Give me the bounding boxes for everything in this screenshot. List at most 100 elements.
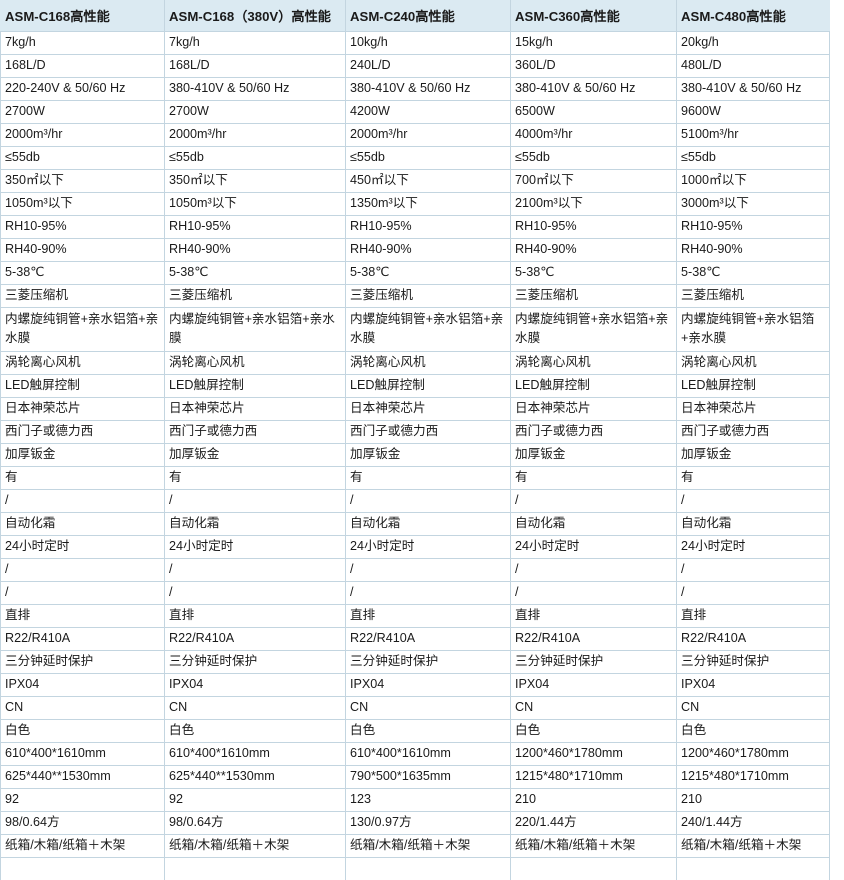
- table-cell: 610*400*1610mm: [0, 742, 165, 766]
- table-row: CN CN CN CN CN: [0, 696, 830, 720]
- table-row: 直排 直排 直排 直排 直排: [0, 604, 830, 628]
- table-cell: 220/1.44方: [510, 811, 677, 835]
- table-row: / / / / /: [0, 558, 830, 582]
- table-cell: 白色: [164, 719, 346, 743]
- table-cell: LED触屏控制: [510, 374, 677, 398]
- table-cell: 380-410V & 50/60 Hz: [510, 77, 677, 101]
- table-cell: 加厚钣金: [676, 443, 830, 467]
- table-cell: RH40-90%: [164, 238, 346, 262]
- table-row: 日本神荣芯片 日本神荣芯片 日本神荣芯片 日本神荣芯片 日本神荣芯片: [0, 397, 830, 421]
- table-cell: 4200W: [345, 100, 511, 124]
- table-cell: [676, 857, 830, 880]
- table-cell: 纸箱/木箱/纸箱＋木架: [164, 834, 346, 858]
- table-cell: ≤55db: [510, 146, 677, 170]
- table-row: [0, 857, 830, 880]
- table-cell: RH10-95%: [345, 215, 511, 239]
- table-cell: 5-38℃: [676, 261, 830, 285]
- table-cell: ≤55db: [164, 146, 346, 170]
- table-cell: 三分钟延时保护: [510, 650, 677, 674]
- column-header-asm-c360: ASM-C360高性能: [510, 0, 677, 32]
- table-cell: 7kg/h: [164, 31, 346, 55]
- table-cell: 内螺旋纯铜管+亲水铝箔+亲水膜: [676, 307, 830, 352]
- table-cell: 10kg/h: [345, 31, 511, 55]
- table-cell: RH10-95%: [676, 215, 830, 239]
- column-header-asm-c480: ASM-C480高性能: [676, 0, 830, 32]
- table-cell: 西门子或德力西: [0, 420, 165, 444]
- table-cell: ≤55db: [676, 146, 830, 170]
- table-cell: ≤55db: [0, 146, 165, 170]
- table-row: 24小时定时 24小时定时 24小时定时 24小时定时 24小时定时: [0, 535, 830, 559]
- table-cell: 98/0.64方: [0, 811, 165, 835]
- table-cell: IPX04: [0, 673, 165, 697]
- table-cell: 168L/D: [0, 54, 165, 78]
- table-cell: R22/R410A: [510, 627, 677, 651]
- table-cell: 24小时定时: [676, 535, 830, 559]
- column-header-asm-c168-380v: ASM-C168（380V）高性能: [164, 0, 346, 32]
- table-cell: RH10-95%: [164, 215, 346, 239]
- table-cell: 直排: [0, 604, 165, 628]
- table-cell: /: [676, 489, 830, 513]
- table-cell: CN: [676, 696, 830, 720]
- table-cell: 日本神荣芯片: [0, 397, 165, 421]
- table-cell: LED触屏控制: [345, 374, 511, 398]
- table-cell: 西门子或德力西: [676, 420, 830, 444]
- table-cell: 白色: [510, 719, 677, 743]
- table-cell: LED触屏控制: [164, 374, 346, 398]
- table-cell: 西门子或德力西: [510, 420, 677, 444]
- table-cell: 24小时定时: [510, 535, 677, 559]
- table-cell: 有: [676, 466, 830, 490]
- table-cell: /: [0, 558, 165, 582]
- table-row: 西门子或德力西 西门子或德力西 西门子或德力西 西门子或德力西 西门子或德力西: [0, 420, 830, 444]
- table-cell: 5-38℃: [164, 261, 346, 285]
- table-cell: CN: [0, 696, 165, 720]
- table-cell: 15kg/h: [510, 31, 677, 55]
- table-cell: IPX04: [510, 673, 677, 697]
- table-cell: 涡轮离心风机: [0, 351, 165, 375]
- table-cell: 三菱压缩机: [164, 284, 346, 308]
- table-body: 7kg/h 7kg/h 10kg/h 15kg/h 20kg/h 168L/D 168L/D…: [0, 31, 830, 880]
- table-row: 92 92 123 210 210: [0, 788, 830, 812]
- table-row: 2700W 2700W 4200W 6500W 9600W: [0, 100, 830, 124]
- table-cell: LED触屏控制: [0, 374, 165, 398]
- table-cell: 5-38℃: [510, 261, 677, 285]
- table-header: ASM-C168高性能 ASM-C168（380V）高性能 ASM-C240高性…: [0, 0, 830, 32]
- table-cell: 5-38℃: [345, 261, 511, 285]
- table-cell: 6500W: [510, 100, 677, 124]
- table-cell: /: [510, 558, 677, 582]
- table-cell: 自动化霜: [510, 512, 677, 536]
- table-cell: RH40-90%: [510, 238, 677, 262]
- table-cell: CN: [345, 696, 511, 720]
- table-cell: 三分钟延时保护: [345, 650, 511, 674]
- table-row: / / / / /: [0, 489, 830, 513]
- table-row: 三菱压缩机 三菱压缩机 三菱压缩机 三菱压缩机 三菱压缩机: [0, 284, 830, 308]
- table-cell: RH40-90%: [0, 238, 165, 262]
- table-row: IPX04 IPX04 IPX04 IPX04 IPX04: [0, 673, 830, 697]
- table-cell: /: [510, 489, 677, 513]
- table-row: 7kg/h 7kg/h 10kg/h 15kg/h 20kg/h: [0, 31, 830, 55]
- table-cell: CN: [510, 696, 677, 720]
- table-cell: 24小时定时: [0, 535, 165, 559]
- table-cell: 210: [510, 788, 677, 812]
- table-cell: 加厚钣金: [164, 443, 346, 467]
- table-cell: /: [345, 581, 511, 605]
- table-row: R22/R410A R22/R410A R22/R410A R22/R410A R22/…: [0, 627, 830, 651]
- table-cell: 直排: [676, 604, 830, 628]
- table-cell: 1215*480*1710mm: [510, 765, 677, 789]
- table-cell: 98/0.64方: [164, 811, 346, 835]
- column-header-asm-c240: ASM-C240高性能: [345, 0, 511, 32]
- table-cell: RH10-95%: [0, 215, 165, 239]
- table-row: 610*400*1610mm 610*400*1610mm 610*400*1610…: [0, 742, 830, 766]
- table-row: 自动化霜 自动化霜 自动化霜 自动化霜 自动化霜: [0, 512, 830, 536]
- table-cell: IPX04: [345, 673, 511, 697]
- table-cell: 168L/D: [164, 54, 346, 78]
- table-row: RH10-95% RH10-95% RH10-95% RH10-95% RH10-95%: [0, 215, 830, 239]
- table-cell: /: [345, 489, 511, 513]
- table-cell: CN: [164, 696, 346, 720]
- table-cell: 有: [510, 466, 677, 490]
- table-cell: 日本神荣芯片: [676, 397, 830, 421]
- table-cell: 西门子或德力西: [345, 420, 511, 444]
- table-row: 有有有有有: [0, 466, 830, 490]
- table-row: 加厚钣金 加厚钣金 加厚钣金 加厚钣金 加厚钣金: [0, 443, 830, 467]
- table-cell: 涡轮离心风机: [510, 351, 677, 375]
